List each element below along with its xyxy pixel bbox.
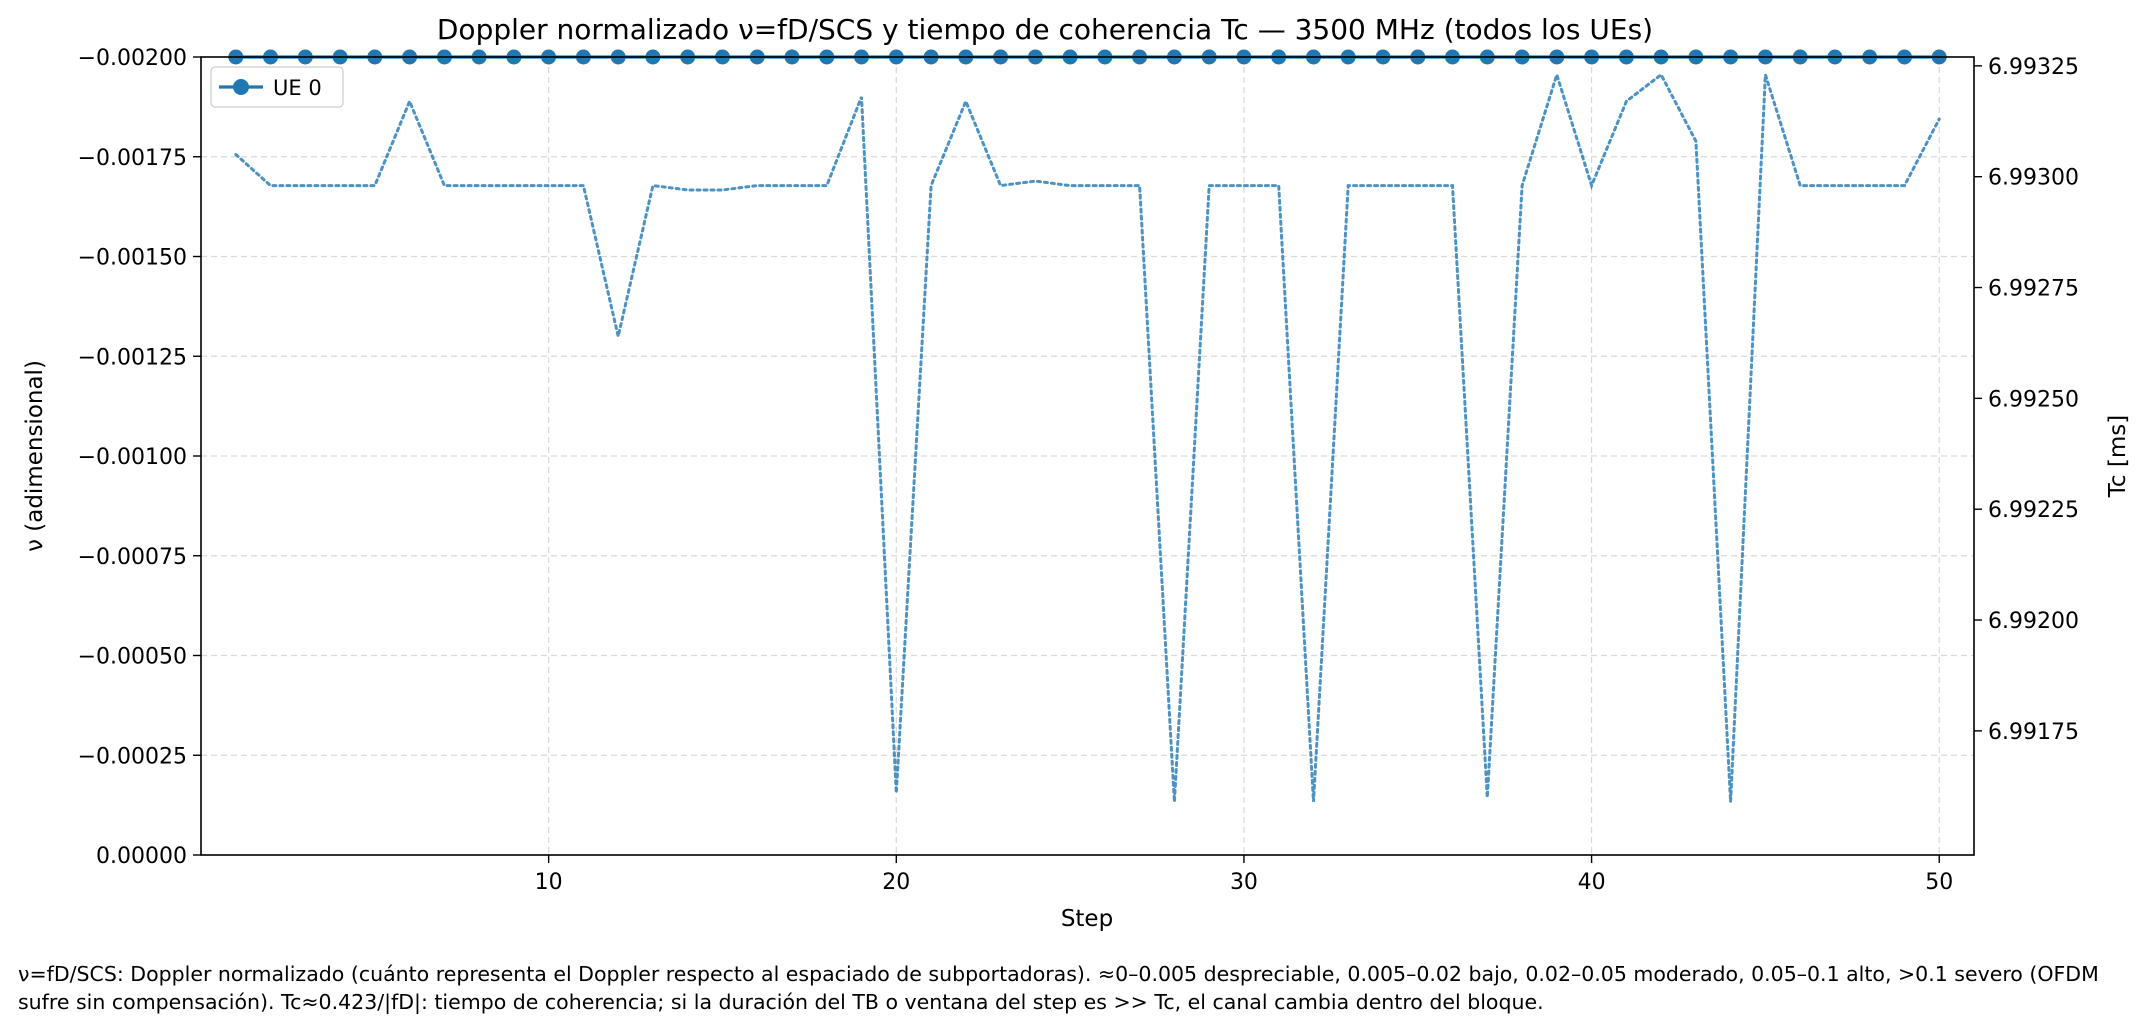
y2-axis-label: Tc [ms] bbox=[2105, 415, 2131, 498]
y2-tick-label: 6.99175 bbox=[1988, 720, 2079, 745]
legend-box bbox=[210, 66, 344, 108]
y-tick-label: −0.00200 bbox=[78, 46, 187, 71]
y-tick-label: −0.00175 bbox=[78, 146, 187, 171]
legend: UE 0 bbox=[210, 66, 344, 108]
y-tick-label: −0.00050 bbox=[78, 645, 187, 670]
y2-tick-label: 6.99200 bbox=[1988, 609, 2079, 634]
x-axis: 10 20 30 40 50 bbox=[535, 855, 1953, 895]
y2-tick-label: 6.99300 bbox=[1988, 166, 2079, 191]
y2-tick-label: 6.99250 bbox=[1988, 387, 2079, 412]
chart-footnote: ν=fD/SCS: Doppler normalizado (cuánto re… bbox=[18, 962, 2099, 1014]
y2-tick-label: 6.99325 bbox=[1988, 55, 2079, 80]
x-tick-label: 30 bbox=[1230, 870, 1258, 895]
y-axis-left: −0.00200 −0.00175 −0.00150 −0.00125 −0.00100… bbox=[78, 46, 201, 869]
tc-series bbox=[234, 69, 1941, 802]
y2-tick-label: 6.99225 bbox=[1988, 498, 2079, 523]
y-tick-label: −0.00125 bbox=[78, 345, 187, 370]
chart-title: Doppler normalizado ν=fD/SCS y tiempo de… bbox=[437, 13, 1653, 46]
tc-series-line bbox=[234, 69, 1941, 802]
y2-tick-label: 6.99275 bbox=[1988, 277, 2079, 302]
y-axis-right: 6.99175 6.99200 6.99225 6.99250 6.99275 6.993… bbox=[1974, 55, 2079, 745]
x-axis-label: Step bbox=[1061, 906, 1113, 932]
y-tick-label: −0.00100 bbox=[78, 445, 187, 470]
x-tick-label: 20 bbox=[882, 870, 910, 895]
x-tick-label: 40 bbox=[1578, 870, 1606, 895]
y-tick-label: 0.00000 bbox=[96, 844, 187, 869]
y-tick-label: −0.00025 bbox=[78, 744, 187, 769]
y-axis-label: ν (adimensional) bbox=[22, 360, 48, 552]
legend-label-ue0: UE 0 bbox=[273, 76, 322, 100]
y-tick-label: −0.00150 bbox=[78, 246, 187, 271]
legend-marker bbox=[233, 79, 249, 95]
x-tick-label: 10 bbox=[535, 870, 563, 895]
ue0-series bbox=[228, 49, 1947, 65]
y-tick-label: −0.00075 bbox=[78, 545, 187, 570]
x-tick-label: 50 bbox=[1925, 870, 1953, 895]
